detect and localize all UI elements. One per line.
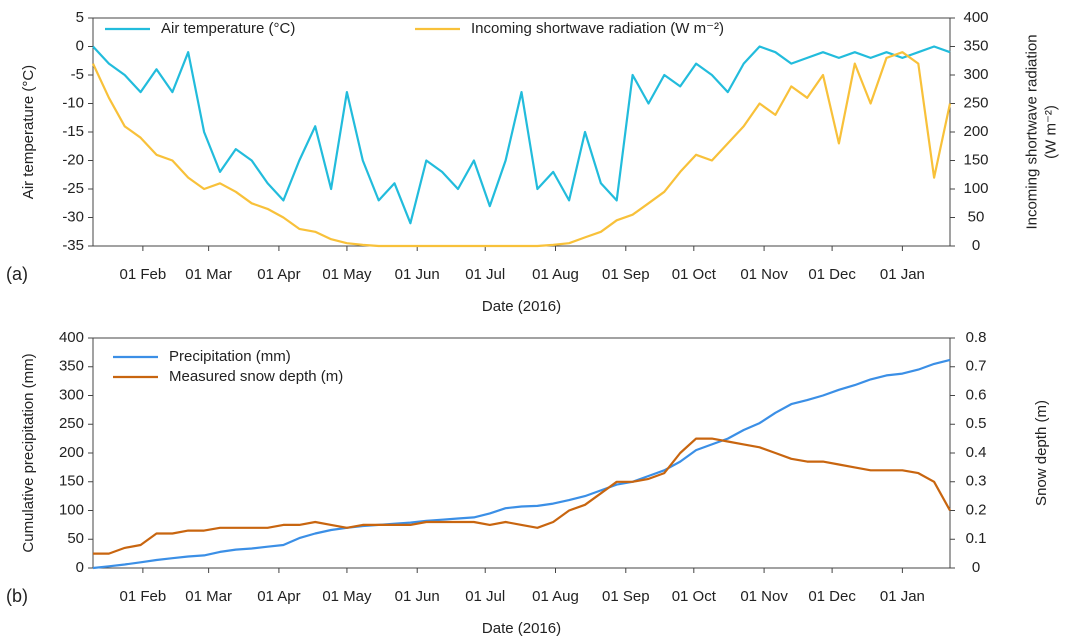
x-tick-label: 01 Oct	[672, 588, 717, 605]
x-tick-label: 01 Nov	[740, 588, 788, 605]
y-tick-label: 0	[76, 37, 84, 54]
x-tick-label: 01 Dec	[808, 588, 856, 605]
y-tick-label: -30	[62, 208, 84, 225]
x-tick-label: 01 Dec	[808, 266, 856, 283]
series-line	[92, 358, 951, 570]
y-tick-label: -5	[71, 66, 84, 83]
y2-tick-label: 250	[963, 94, 988, 111]
x-tick-label: 01 Jul	[465, 588, 505, 605]
x-tick-label: 01 May	[322, 266, 372, 283]
y-tick-label: -25	[62, 180, 84, 197]
series-line	[92, 45, 951, 225]
legend-label: Air temperature (°C)	[161, 20, 295, 37]
y2-tick-label: 0.4	[966, 444, 987, 461]
x-tick-label: 01 Jul	[465, 266, 505, 283]
legend-label: Incoming shortwave radiation (W m⁻²)	[471, 20, 724, 37]
x-axis-title: Date (2016)	[482, 298, 561, 315]
x-tick-label: 01 Sep	[602, 266, 650, 283]
y-tick-label: 300	[59, 386, 84, 403]
x-tick-label: 01 Jun	[395, 588, 440, 605]
y-tick-label: -20	[62, 151, 84, 168]
x-tick-label: 01 Mar	[185, 266, 232, 283]
x-tick-label: 01 Mar	[185, 588, 232, 605]
y2-tick-label: 50	[968, 208, 985, 225]
y2-tick-label: 200	[963, 123, 988, 140]
series-line	[92, 51, 952, 248]
y2-tick-label: 400	[963, 9, 988, 26]
panel-label: (b)	[6, 586, 28, 606]
y-tick-label: -10	[62, 94, 84, 111]
x-tick-label: 01 Feb	[120, 588, 167, 605]
y2-axis-title: (W m⁻²)	[1042, 105, 1059, 159]
x-tick-label: 01 Apr	[257, 266, 300, 283]
y-tick-label: 5	[76, 9, 84, 26]
y-tick-label: 200	[59, 444, 84, 461]
y2-tick-label: 100	[963, 180, 988, 197]
y2-tick-label: 350	[963, 37, 988, 54]
y-tick-label: 50	[67, 530, 84, 547]
y2-tick-label: 0.6	[966, 386, 987, 403]
y2-tick-label: 0.3	[966, 473, 987, 490]
x-tick-label: 01 Apr	[257, 588, 300, 605]
y-axis-title: Cumulative precipitation (mm)	[20, 353, 37, 552]
y-axis-title: Air temperature (°C)	[20, 65, 37, 199]
x-axis-title: Date (2016)	[482, 620, 561, 637]
x-tick-label: 01 Feb	[120, 266, 167, 283]
y-tick-label: 100	[59, 501, 84, 518]
panel-label: (a)	[6, 264, 28, 284]
y2-tick-label: 300	[963, 66, 988, 83]
y2-tick-label: 0.2	[966, 501, 987, 518]
y-tick-label: 350	[59, 358, 84, 375]
legend-label: Measured snow depth (m)	[169, 368, 343, 385]
x-tick-label: 01 Aug	[532, 588, 579, 605]
x-tick-label: 01 Oct	[672, 266, 717, 283]
y-tick-label: -35	[62, 237, 84, 254]
y-tick-label: 150	[59, 473, 84, 490]
x-tick-label: 01 Sep	[602, 588, 650, 605]
y2-axis-title: Snow depth (m)	[1033, 400, 1050, 506]
y-tick-label: 0	[76, 559, 84, 576]
x-tick-label: 01 Nov	[740, 266, 788, 283]
y-tick-label: -15	[62, 123, 84, 140]
y-tick-label: 400	[59, 329, 84, 346]
y2-tick-label: 0.8	[966, 329, 987, 346]
x-tick-label: 01 Aug	[532, 266, 579, 283]
x-tick-label: 01 Jan	[880, 266, 925, 283]
x-tick-label: 01 Jan	[880, 588, 925, 605]
legend-label: Precipitation (mm)	[169, 348, 291, 365]
y2-tick-label: 0	[972, 237, 980, 254]
y2-tick-label: 0.7	[966, 358, 987, 375]
y2-tick-label: 150	[963, 151, 988, 168]
y2-tick-label: 0.1	[966, 530, 987, 547]
y2-tick-label: 0.5	[966, 415, 987, 432]
x-tick-label: 01 May	[322, 588, 372, 605]
y-tick-label: 250	[59, 415, 84, 432]
x-tick-label: 01 Jun	[395, 266, 440, 283]
y2-axis-title: Incoming shortwave radiation	[1023, 34, 1040, 229]
y2-tick-label: 0	[972, 559, 980, 576]
series-line	[93, 437, 951, 555]
